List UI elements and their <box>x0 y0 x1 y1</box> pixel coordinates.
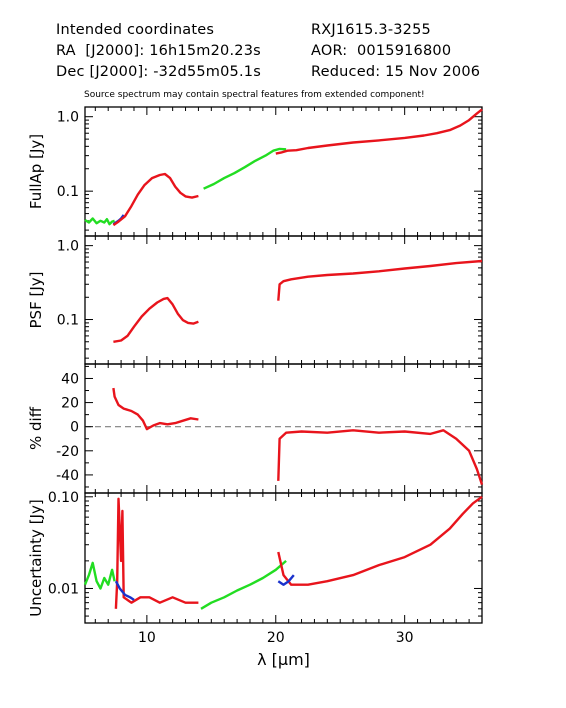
panel-frame <box>84 235 483 365</box>
series-line-green <box>83 561 116 590</box>
series-line-red <box>112 172 199 227</box>
series-line-green <box>200 559 287 610</box>
series-line-green <box>84 217 115 226</box>
y-tick-label: 1.0 <box>57 239 79 255</box>
panel-psf: 0.1 1.0 PSF [Jy] <box>27 235 483 365</box>
header-reduced-date: Reduced: 15 Nov 2006 <box>311 64 481 80</box>
y-tick-label: 0.1 <box>57 184 79 200</box>
y-axis-label: FullAp [Jy] <box>27 134 45 209</box>
panel-fullap: 0.1 1.0 FullAp [Jy] <box>27 106 483 237</box>
y-tick-label: 20 <box>61 396 79 412</box>
y-tick-label: 40 <box>61 371 79 387</box>
y-tick-label: -40 <box>56 468 79 484</box>
y-axis-label: Uncertainty [Jy] <box>27 499 45 616</box>
panel-frame <box>84 106 483 237</box>
x-tick-label: 10 <box>138 630 156 646</box>
panel-uncert: 0.01 0.10 10 20 30 Uncertainty [Jy] λ [μm] <box>27 490 483 669</box>
y-tick-label: 0.01 <box>48 581 79 597</box>
series-line-blue <box>277 574 295 586</box>
series-line-red <box>275 108 483 155</box>
x-axis-label: λ [μm] <box>257 650 310 669</box>
y-tick-label: 0 <box>70 420 79 436</box>
header-dec: Dec [J2000]: -32d55m05.1s <box>56 64 261 80</box>
panel-diff: 40 20 0 -20 -40 % diff <box>27 363 484 494</box>
x-tick-label: 30 <box>396 630 414 646</box>
series-line-red <box>277 259 483 301</box>
extended-source-warning: Source spectrum may contain spectral fea… <box>84 90 425 100</box>
series-line-red <box>114 497 199 609</box>
series-line-blue <box>114 580 135 601</box>
y-axis-label: PSF [Jy] <box>27 272 45 329</box>
y-axis-label: % diff <box>27 406 45 450</box>
panel-frame <box>84 363 483 494</box>
series-line-red <box>112 387 199 431</box>
y-tick-label: 0.10 <box>48 490 79 506</box>
series-line-red <box>113 296 199 343</box>
x-tick-label: 20 <box>267 630 285 646</box>
header-ra: RA [J2000]: 16h15m20.23s <box>56 43 261 59</box>
series-line-green <box>203 147 287 190</box>
header-target-label: Intended coordinates <box>56 22 215 38</box>
panel-frame <box>84 492 483 624</box>
series-line-red <box>277 495 483 586</box>
y-tick-label: 1.0 <box>57 110 79 126</box>
y-tick-label: 0.1 <box>57 313 79 329</box>
header-aor: AOR: 0015916800 <box>311 43 452 59</box>
series-line-red <box>277 429 484 485</box>
y-tick-label: -20 <box>56 444 79 460</box>
header-source-name: RXJ1615.3-3255 <box>311 22 431 38</box>
